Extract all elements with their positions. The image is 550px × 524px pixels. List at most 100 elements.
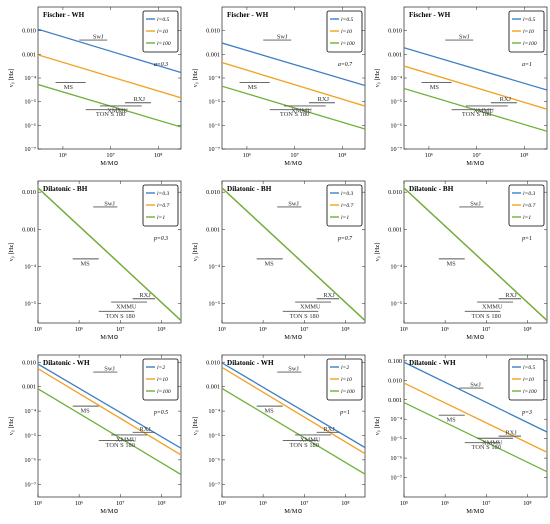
y-tick-label: 10⁻⁵ xyxy=(208,301,220,308)
y-tick-label: 10⁻⁴ xyxy=(24,408,36,415)
y-tick-label: 10⁻⁵ xyxy=(390,99,402,106)
y-tick-label: 10⁻⁴ xyxy=(208,263,220,270)
x-axis-label: M/M⊙ xyxy=(284,334,303,341)
plot-frame xyxy=(403,354,548,498)
object-label: TON S 180 xyxy=(290,313,319,320)
series-line xyxy=(404,401,547,473)
plot-frame xyxy=(221,354,366,498)
parameter-label: a=1 xyxy=(522,62,532,68)
legend-entry: l=0.5 xyxy=(523,365,536,371)
legend-entry: l=0.5 xyxy=(157,17,170,23)
series-group xyxy=(404,361,547,473)
panel-title: Dilatonic - WH xyxy=(409,359,456,367)
x-tick-label: 10⁶ xyxy=(59,152,67,159)
y-tick-label: 10⁻⁵ xyxy=(390,436,402,443)
x-tick-label: 10⁵ xyxy=(218,326,226,333)
legend: l=0.5 l=10 l=100 xyxy=(326,10,363,53)
series-group xyxy=(404,187,547,321)
y-tick-label: 10⁻⁶ xyxy=(24,122,36,129)
legend-entry: l=1 xyxy=(341,215,349,221)
object-label: XMMU xyxy=(482,440,503,447)
y-tick-label: 10⁻⁵ xyxy=(208,99,220,106)
x-tick-label: 10⁸ xyxy=(154,152,162,159)
series-line xyxy=(222,187,365,321)
object-label: SwJ xyxy=(93,34,104,41)
series-line xyxy=(404,65,547,110)
y-tick-label: 0.001 xyxy=(388,397,402,404)
parameter-label: p=3 xyxy=(521,410,532,416)
y-tick-label: 10⁻⁷ xyxy=(24,481,36,488)
series-line xyxy=(404,47,547,91)
object-label: TON S 180 xyxy=(106,313,135,320)
legend-entry: l=10 xyxy=(157,377,168,383)
legend-entry: l=0.7 xyxy=(157,203,170,209)
y-tick-label: 0.010 xyxy=(22,359,36,366)
object-label: TON S 180 xyxy=(96,111,125,118)
legend-entry: l=1 xyxy=(523,215,531,221)
x-tick-label: 10⁸ xyxy=(520,152,528,159)
object-label: MS xyxy=(81,408,91,415)
x-axis-label: M/M⊙ xyxy=(284,160,303,167)
x-tick-label: 10⁸ xyxy=(338,152,346,159)
parameter-label: p=0.7 xyxy=(337,236,353,242)
series-line xyxy=(222,85,365,130)
parameter-label: p=1 xyxy=(339,410,350,416)
y-tick-label: 10⁻⁴ xyxy=(390,263,402,270)
object-label: XMMU xyxy=(116,436,137,443)
object-label: MS xyxy=(447,260,457,267)
object-label: SwJ xyxy=(288,366,299,373)
parameter-label: p=1 xyxy=(521,236,532,242)
object-label: XMMU xyxy=(300,436,321,443)
y-axis-label: ν₀ [Hz] xyxy=(192,243,199,261)
x-axis-label: M/M⊙ xyxy=(466,334,485,341)
object-label: RXJ xyxy=(323,292,335,299)
y-tick-label: 0.010 xyxy=(22,189,36,196)
y-tick-label: 10⁻⁵ xyxy=(390,301,402,308)
parameter-label: p=0.3 xyxy=(153,236,168,242)
x-tick-label: 10⁶ xyxy=(75,500,83,507)
object-label: MS xyxy=(265,408,275,415)
series-group xyxy=(222,187,365,321)
y-axis-label: ν₀ [Hz] xyxy=(374,243,381,261)
plot-frame xyxy=(37,354,182,498)
x-tick-label: 10⁵ xyxy=(218,500,226,507)
chart-panel: 10⁶ 10⁷ 10⁸ 10⁻⁷ 10⁻⁶ 10⁻⁵ 10⁻⁴ 0.001 0.010 M/M⊙ ν… xyxy=(8,6,182,167)
plot-frame xyxy=(37,180,182,324)
y-tick-label: 0.010 xyxy=(388,377,402,384)
y-axis-label: ν₀ [Hz] xyxy=(374,417,381,435)
y-tick-label: 10⁻⁵ xyxy=(208,432,220,439)
y-tick-label: 0.001 xyxy=(206,384,220,391)
object-label: XMMU xyxy=(291,107,312,114)
object-label: MS xyxy=(447,417,457,424)
object-label: MS xyxy=(81,260,91,267)
legend-entry: l=0.3 xyxy=(157,191,170,197)
chart-panel: 10⁵ 10⁶ 10⁷ 10⁸ 10⁻⁷ 10⁻⁶ 10⁻⁵ 10⁻⁴ 0.001 0.010 M/… xyxy=(8,354,182,515)
x-axis-label: M/M⊙ xyxy=(284,508,303,515)
plot-frame xyxy=(403,180,548,324)
x-tick-label: 10⁵ xyxy=(400,326,408,333)
y-tick-label: 10⁻⁴ xyxy=(208,408,220,415)
legend-box xyxy=(508,358,545,401)
legend-entry: l=0.3 xyxy=(523,191,536,197)
legend-entry: l=2 xyxy=(157,365,165,371)
x-tick-label: 10⁶ xyxy=(243,152,251,159)
object-label: RXJ xyxy=(139,292,151,299)
x-tick-label: 10⁷ xyxy=(482,500,490,507)
object-label: TON S 180 xyxy=(472,444,501,451)
x-tick-label: 10⁵ xyxy=(34,500,42,507)
x-tick-label: 10⁶ xyxy=(75,326,83,333)
legend-entry: l=0.7 xyxy=(523,203,536,209)
chart-panel: 10⁵ 10⁶ 10⁷ 10⁸ 10⁻⁵ 10⁻⁴ 0.001 0.010 M/M⊙ ν₀ [Hz… xyxy=(8,180,182,341)
chart-panel: 10⁵ 10⁶ 10⁷ 10⁸ 10⁻⁵ 10⁻⁴ 0.001 0.010 M/M⊙ ν₀ [Hz… xyxy=(192,180,366,341)
x-tick-label: 10⁶ xyxy=(441,326,449,333)
x-axis-label: M/M⊙ xyxy=(100,160,119,167)
object-label: SwJ xyxy=(459,34,470,41)
y-tick-label: 0.100 xyxy=(388,358,402,365)
legend: l=0.3 l=0.7 l=1 xyxy=(326,184,363,227)
series-line xyxy=(404,361,547,433)
panel-title: Fischer - WH xyxy=(409,11,451,19)
x-tick-label: 10⁷ xyxy=(116,326,124,333)
legend-entry: l=10 xyxy=(341,377,352,383)
y-axis-label: ν₀ [Hz] xyxy=(8,243,15,261)
